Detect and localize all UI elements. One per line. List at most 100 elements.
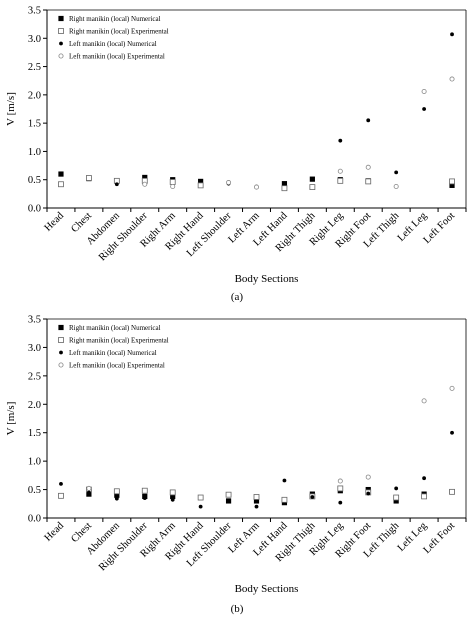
data-point (142, 496, 147, 500)
data-point (225, 498, 232, 504)
data-point (114, 182, 119, 187)
x-axis-title: Body Sections (235, 583, 299, 595)
data-point (421, 493, 428, 500)
data-point (338, 138, 343, 143)
data-point (421, 88, 427, 94)
data-point (58, 492, 64, 499)
y-axis-title: V [m/s] (5, 402, 17, 436)
category-label: Head (43, 520, 67, 544)
data-point (197, 182, 204, 189)
data-point (114, 496, 119, 501)
data-point (337, 168, 343, 174)
data-point (309, 176, 315, 182)
data-point (58, 181, 64, 188)
data-point (253, 494, 260, 500)
category-label: Right Shoulder (97, 520, 150, 573)
data-point (449, 182, 455, 188)
legend-entry: Right manikin (local) Numerical (69, 324, 161, 332)
data-point (59, 481, 63, 486)
legend-marker (58, 53, 64, 59)
x-axis-title: Body Sections (235, 273, 299, 285)
data-point (225, 491, 232, 498)
data-point (422, 476, 426, 481)
y-tick-label: 0.0 (28, 204, 41, 215)
data-point (169, 489, 176, 496)
data-point (142, 181, 148, 187)
data-point (141, 487, 148, 494)
data-point (281, 181, 288, 187)
y-tick-label: 0.0 (28, 514, 41, 525)
y-tick-label: 1.5 (28, 428, 41, 439)
data-point (198, 504, 203, 509)
category-label: Left Foot (422, 520, 458, 556)
y-tick-label: 3.0 (28, 34, 41, 45)
legend-entry: Left manikin (local) Numerical (69, 40, 157, 48)
y-tick-label: 2.0 (28, 90, 41, 101)
category-label: Chest (69, 210, 94, 235)
data-point (59, 172, 63, 176)
data-point (421, 398, 427, 404)
data-point (337, 177, 344, 184)
legend-marker (59, 41, 63, 46)
category-label: Chest (69, 520, 94, 545)
category-label: Right Shoulder (97, 210, 150, 263)
y-tick-label: 3.5 (28, 315, 41, 326)
data-point (450, 430, 454, 435)
data-point (449, 178, 455, 185)
legend-entry: Left manikin (local) Numerical (69, 349, 157, 357)
data-point (87, 490, 91, 495)
data-point (365, 474, 371, 480)
data-point (253, 498, 260, 504)
series-4 (142, 76, 455, 190)
data-point (366, 491, 371, 496)
y-tick-label: 0.5 (28, 175, 41, 186)
series-3 (59, 430, 454, 509)
legend-marker (58, 337, 64, 343)
data-point (86, 175, 92, 181)
data-point (254, 504, 259, 509)
data-point (170, 497, 175, 502)
y-tick-label: 1.0 (28, 457, 41, 468)
data-point (422, 107, 426, 111)
legend-entry: Left manikin (local) Experimental (69, 53, 165, 61)
data-point (142, 174, 148, 181)
data-point (169, 179, 176, 185)
data-point (337, 478, 343, 484)
data-point (338, 500, 343, 505)
data-point (393, 498, 399, 504)
y-tick-label: 3.5 (28, 6, 41, 17)
data-point (281, 496, 288, 503)
data-point (393, 184, 399, 190)
y-tick-label: 2.0 (28, 400, 41, 411)
legend-entry: Right manikin (local) Experimental (69, 337, 169, 345)
data-point (450, 32, 454, 37)
data-point (197, 494, 204, 501)
y-tick-label: 3.0 (28, 343, 41, 354)
legend-marker (58, 362, 64, 368)
data-point (309, 184, 316, 190)
panel-label: (a) (231, 291, 244, 303)
legend: Right manikin (local) Numerical Right man… (58, 324, 169, 370)
data-point (449, 385, 455, 391)
category-label: Left Foot (422, 210, 458, 246)
data-point (226, 180, 232, 186)
series-4 (86, 385, 455, 491)
legend-marker (58, 28, 64, 34)
series-2 (58, 175, 455, 192)
data-point (170, 184, 176, 190)
y-axis-title: V [m/s] (5, 92, 17, 126)
legend-marker (58, 15, 64, 22)
data-point (86, 485, 92, 491)
category-label: Head (43, 210, 67, 234)
series-1 (86, 486, 455, 506)
data-point (337, 485, 344, 492)
data-point (394, 170, 399, 175)
data-point (394, 486, 399, 491)
data-point (310, 495, 315, 499)
data-point (198, 178, 204, 185)
data-point (282, 478, 287, 483)
legend-entry: Right manikin (local) Numerical (69, 15, 161, 23)
